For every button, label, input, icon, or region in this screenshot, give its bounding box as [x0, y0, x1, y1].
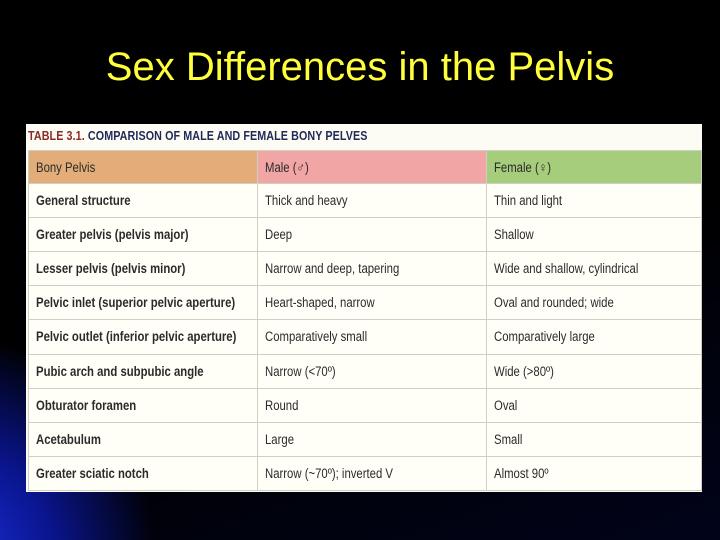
row-feature-cell: Greater pelvis (pelvis major) — [28, 217, 258, 253]
header-female: Female (♀) — [486, 150, 702, 184]
table-row: Acetabulum Large Small — [28, 421, 702, 457]
table-row: General structure Thick and heavy Thin a… — [28, 182, 702, 219]
row-female-cell: Comparatively large — [486, 319, 702, 355]
row-feature-cell: Lesser pelvis (pelvis minor) — [28, 251, 258, 287]
row-feature-cell: Greater sciatic notch — [28, 455, 258, 492]
header-male: Male (♂) — [257, 150, 487, 184]
row-male-cell: Narrow (~70º); inverted V — [257, 455, 487, 492]
table-row: Pubic arch and subpubic angle Narrow (<7… — [28, 353, 702, 389]
table-header-row: Bony Pelvis Male (♂) Female (♀) — [28, 150, 702, 184]
row-feature-cell: Obturator foramen — [28, 387, 258, 423]
row-female-cell: Oval and rounded; wide — [486, 285, 702, 321]
table-row: Lesser pelvis (pelvis minor) Narrow and … — [28, 251, 702, 287]
row-male-cell: Narrow and deep, tapering — [257, 251, 487, 287]
table-row: Greater sciatic notch Narrow (~70º); inv… — [28, 455, 702, 492]
table-caption-label: TABLE 3.1. COMPARISON OF MALE AND FEMALE… — [28, 129, 368, 143]
row-female-cell: Wide and shallow, cylindrical — [486, 251, 702, 287]
row-female-cell: Thin and light — [486, 182, 702, 219]
row-feature-cell: Pelvic outlet (inferior pelvic aperture) — [28, 319, 258, 355]
table-row: Pelvic inlet (superior pelvic aperture) … — [28, 285, 702, 321]
row-feature-cell: Pelvic inlet (superior pelvic aperture) — [28, 285, 258, 321]
table-row: Greater pelvis (pelvis major) Deep Shall… — [28, 217, 702, 253]
row-female-cell: Small — [486, 421, 702, 457]
row-feature-cell: Acetabulum — [28, 421, 258, 457]
row-male-cell: Narrow (<70º) — [257, 353, 487, 389]
row-female-cell: Almost 90º — [486, 455, 702, 492]
row-female-cell: Wide (>80º) — [486, 353, 702, 389]
table-caption-title: COMPARISON OF MALE AND FEMALE BONY PELVE… — [87, 129, 368, 143]
header-bony-pelvis: Bony Pelvis — [28, 150, 258, 184]
row-male-cell: Round — [257, 387, 487, 423]
row-male-cell: Thick and heavy — [257, 182, 487, 219]
comparison-table: Bony Pelvis Male (♂) Female (♀) General … — [28, 150, 702, 492]
table-row: Pelvic outlet (inferior pelvic aperture)… — [28, 319, 702, 355]
row-male-cell: Comparatively small — [257, 319, 487, 355]
table-caption-number: TABLE 3.1. — [28, 129, 85, 143]
table-row: Obturator foramen Round Oval — [28, 387, 702, 423]
comparison-table-figure: TABLE 3.1. COMPARISON OF MALE AND FEMALE… — [26, 124, 702, 492]
row-female-cell: Oval — [486, 387, 702, 423]
slide-title: Sex Differences in the Pelvis — [105, 45, 615, 89]
row-feature-cell: General structure — [28, 182, 258, 219]
row-feature-cell: Pubic arch and subpubic angle — [28, 353, 258, 389]
row-male-cell: Heart-shaped, narrow — [257, 285, 487, 321]
row-male-cell: Deep — [257, 217, 487, 253]
row-male-cell: Large — [257, 421, 487, 457]
row-female-cell: Shallow — [486, 217, 702, 253]
table-caption: TABLE 3.1. COMPARISON OF MALE AND FEMALE… — [26, 124, 702, 150]
